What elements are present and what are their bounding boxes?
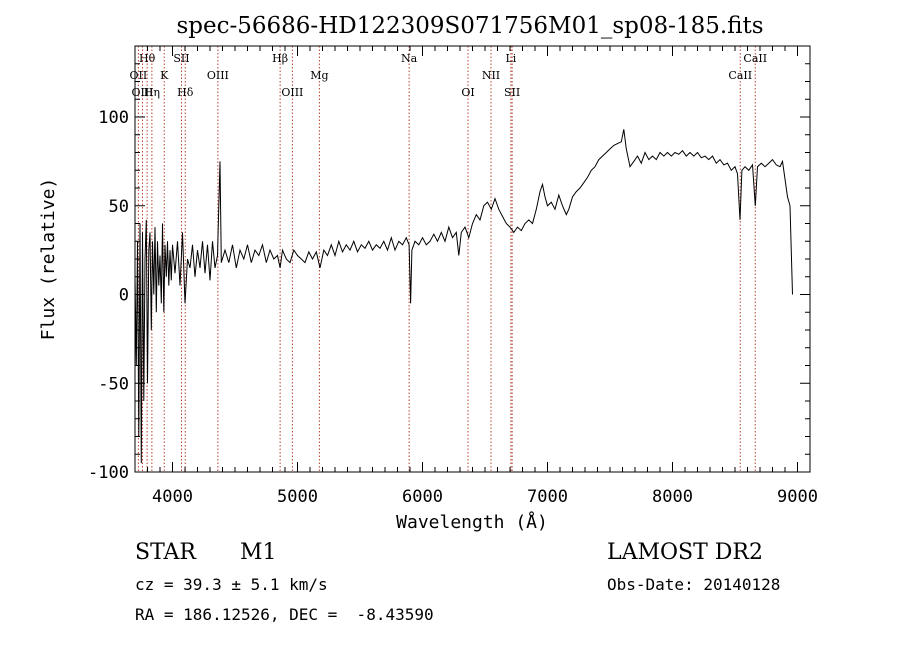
x-tick-label: 9000 xyxy=(777,487,818,507)
line-marker-label: OIII xyxy=(207,69,229,82)
line-marker-label: Hδ xyxy=(177,86,194,99)
redshift-readout: cz = 39.3 ± 5.1 km/s xyxy=(135,575,328,594)
line-marker-label: SII xyxy=(504,86,520,99)
line-marker-label: OI xyxy=(461,86,474,99)
y-axis: -100 -50 0 50 100 xyxy=(88,45,810,483)
object-subclass: M1 xyxy=(240,540,277,565)
y-tick-label: 100 xyxy=(98,108,129,128)
line-marker-label: CaII xyxy=(728,69,752,82)
line-marker-label: K xyxy=(160,69,169,82)
line-marker-label: Hθ xyxy=(139,52,156,65)
chart-title: spec-56686-HD122309S071756M01_sp08-185.f… xyxy=(176,13,763,39)
line-marker-label: Hη xyxy=(144,86,160,99)
observation-date: Obs-Date: 20140128 xyxy=(607,575,781,594)
line-marker-label: NII xyxy=(482,69,500,82)
line-marker-label: Hβ xyxy=(272,52,288,65)
coordinates-readout: RA = 186.12526, DEC = -8.43590 xyxy=(135,605,434,624)
x-axis-label: Wavelength (Å) xyxy=(396,511,548,533)
line-marker-label: Li xyxy=(505,52,516,65)
line-marker-label: OIII xyxy=(281,86,303,99)
line-marker-label: Mg xyxy=(310,69,328,82)
flux-series xyxy=(134,129,793,464)
line-marker-label: Na xyxy=(401,52,418,65)
y-tick-label: -50 xyxy=(98,374,129,394)
line-marker-label: SII xyxy=(173,52,189,65)
x-tick-label: 4000 xyxy=(152,487,193,507)
x-tick-label: 5000 xyxy=(277,487,318,507)
spectral-line-markers: HθOIIOIIIHηKSIIHδOIIIHβOIIIMgNaOINIILiSI… xyxy=(130,46,767,472)
x-tick-label: 8000 xyxy=(652,487,693,507)
line-marker-label: OIII xyxy=(131,86,153,99)
plot-frame xyxy=(134,45,811,473)
flux-line xyxy=(134,129,793,464)
y-tick-label: 0 xyxy=(119,286,129,306)
y-tick-label: -100 xyxy=(88,463,129,483)
y-axis-label: Flux (relative) xyxy=(38,178,59,341)
x-axis: 4000 5000 6000 7000 8000 9000 xyxy=(134,46,818,507)
line-marker-label: OII xyxy=(130,69,148,82)
survey-name: LAMOST DR2 xyxy=(607,540,763,565)
x-tick-label: 7000 xyxy=(527,487,568,507)
line-marker-label: CaII xyxy=(743,52,767,65)
y-tick-label: 50 xyxy=(109,197,129,217)
object-class: STAR xyxy=(135,540,196,565)
x-tick-label: 6000 xyxy=(402,487,443,507)
